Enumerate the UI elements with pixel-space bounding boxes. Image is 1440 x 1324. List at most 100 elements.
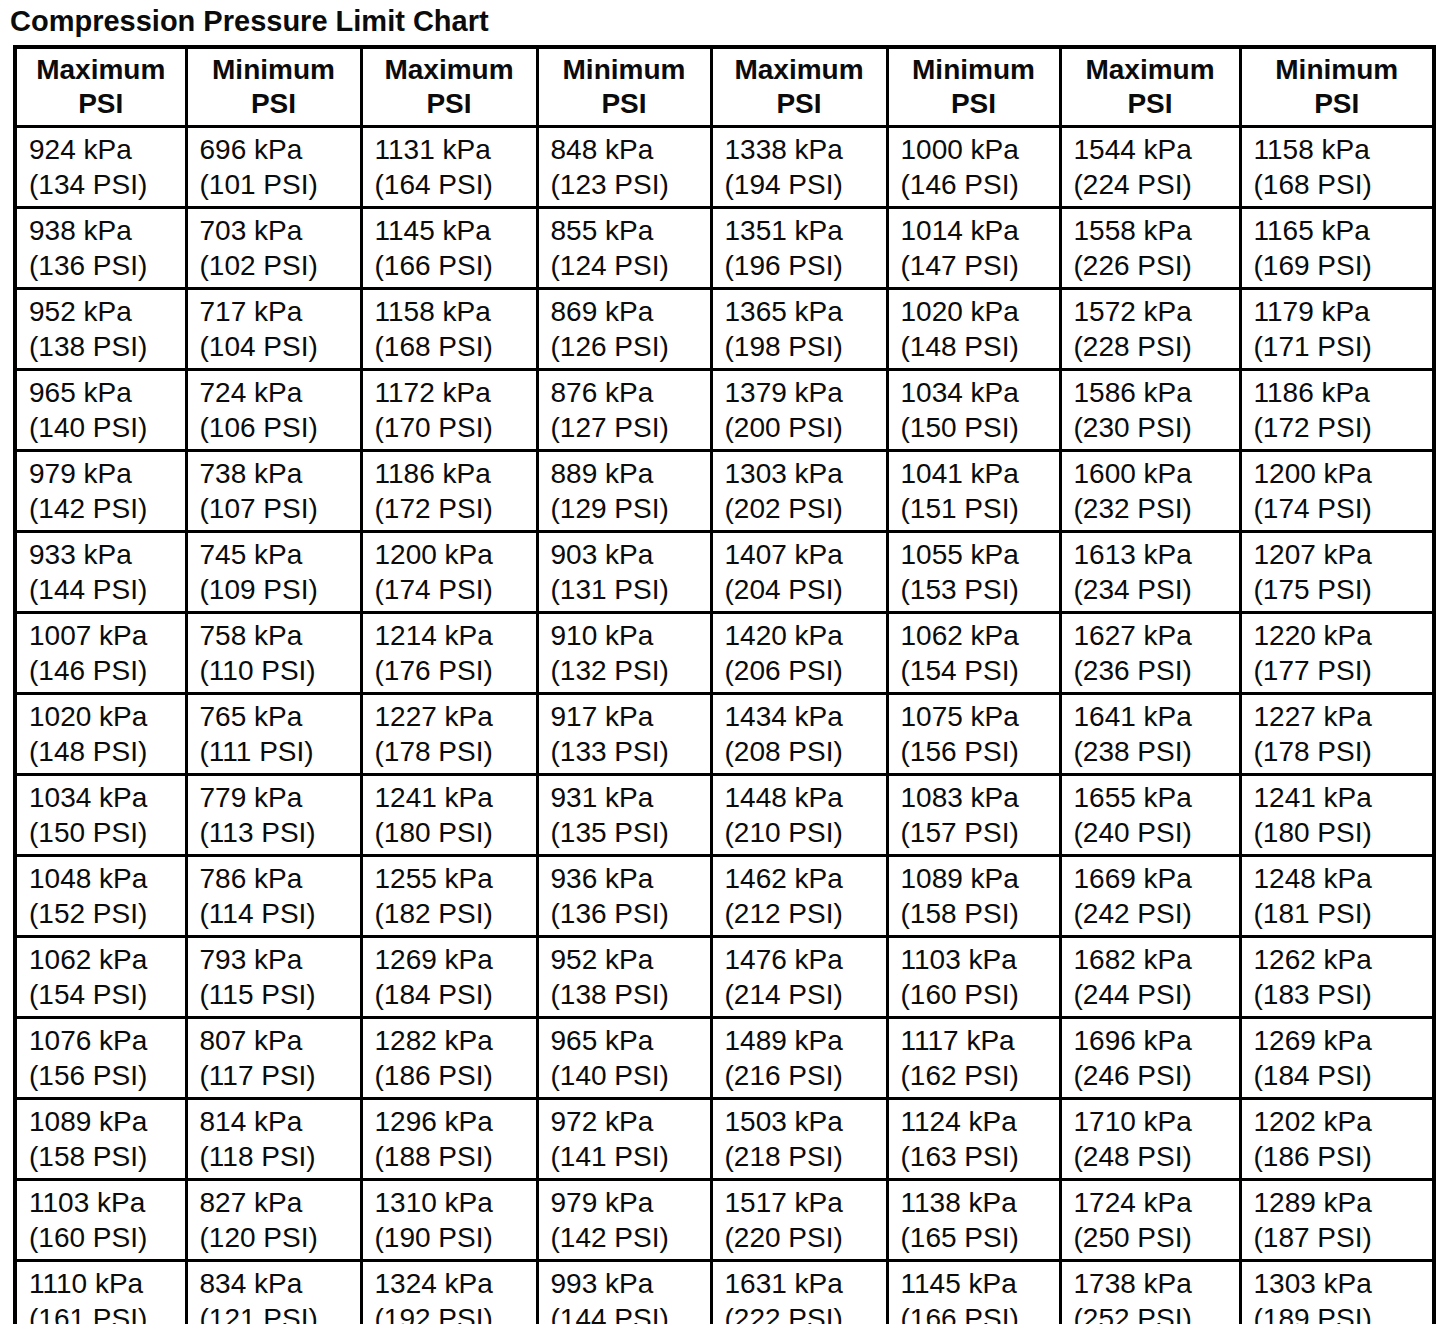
table-cell: 1020 kPa (148 PSI) <box>15 694 186 775</box>
table-cell: 1503 kPa (218 PSI) <box>711 1099 887 1180</box>
table-cell: 1269 kPa (184 PSI) <box>1240 1018 1434 1099</box>
table-cell: 1220 kPa (177 PSI) <box>1240 613 1434 694</box>
table-cell: 1131 kPa (164 PSI) <box>361 127 537 208</box>
table-cell: 1282 kPa (186 PSI) <box>361 1018 537 1099</box>
column-header-max-psi: Maximum PSI <box>361 47 537 127</box>
table-cell: 1710 kPa (248 PSI) <box>1060 1099 1240 1180</box>
table-row: 1110 kPa (161 PSI)834 kPa (121 PSI)1324 … <box>15 1261 1434 1324</box>
table-cell: 910 kPa (132 PSI) <box>537 613 711 694</box>
table-cell: 1076 kPa (156 PSI) <box>15 1018 186 1099</box>
table-cell: 1089 kPa (158 PSI) <box>887 856 1060 937</box>
table-cell: 924 kPa (134 PSI) <box>15 127 186 208</box>
table-cell: 1572 kPa (228 PSI) <box>1060 289 1240 370</box>
table-cell: 1000 kPa (146 PSI) <box>887 127 1060 208</box>
table-cell: 1186 kPa (172 PSI) <box>1240 370 1434 451</box>
column-header-min-psi: Minimum PSI <box>1240 47 1434 127</box>
table-cell: 1262 kPa (183 PSI) <box>1240 937 1434 1018</box>
table-cell: 1014 kPa (147 PSI) <box>887 208 1060 289</box>
table-cell: 1407 kPa (204 PSI) <box>711 532 887 613</box>
table-cell: 827 kPa (120 PSI) <box>186 1180 361 1261</box>
table-row: 1062 kPa (154 PSI)793 kPa (115 PSI)1269 … <box>15 937 1434 1018</box>
table-cell: 1517 kPa (220 PSI) <box>711 1180 887 1261</box>
table-cell: 1241 kPa (180 PSI) <box>361 775 537 856</box>
table-cell: 1207 kPa (175 PSI) <box>1240 532 1434 613</box>
table-cell: 1303 kPa (202 PSI) <box>711 451 887 532</box>
table-cell: 738 kPa (107 PSI) <box>186 451 361 532</box>
table-cell: 952 kPa (138 PSI) <box>537 937 711 1018</box>
table-cell: 1669 kPa (242 PSI) <box>1060 856 1240 937</box>
table-cell: 917 kPa (133 PSI) <box>537 694 711 775</box>
table-cell: 834 kPa (121 PSI) <box>186 1261 361 1324</box>
table-row: 938 kPa (136 PSI)703 kPa (102 PSI)1145 k… <box>15 208 1434 289</box>
table-cell: 1462 kPa (212 PSI) <box>711 856 887 937</box>
table-cell: 1269 kPa (184 PSI) <box>361 937 537 1018</box>
table-row: 965 kPa (140 PSI)724 kPa (106 PSI)1172 k… <box>15 370 1434 451</box>
table-cell: 1558 kPa (226 PSI) <box>1060 208 1240 289</box>
table-cell: 869 kPa (126 PSI) <box>537 289 711 370</box>
table-cell: 1202 kPa (186 PSI) <box>1240 1099 1434 1180</box>
table-cell: 1062 kPa (154 PSI) <box>887 613 1060 694</box>
table-cell: 1200 kPa (174 PSI) <box>1240 451 1434 532</box>
table-cell: 1420 kPa (206 PSI) <box>711 613 887 694</box>
table-cell: 1724 kPa (250 PSI) <box>1060 1180 1240 1261</box>
table-row: 1089 kPa (158 PSI)814 kPa (118 PSI)1296 … <box>15 1099 1434 1180</box>
table-cell: 993 kPa (144 PSI) <box>537 1261 711 1324</box>
table-cell: 1034 kPa (150 PSI) <box>887 370 1060 451</box>
table-cell: 1351 kPa (196 PSI) <box>711 208 887 289</box>
table-cell: 876 kPa (127 PSI) <box>537 370 711 451</box>
table-cell: 1227 kPa (178 PSI) <box>361 694 537 775</box>
table-cell: 1255 kPa (182 PSI) <box>361 856 537 937</box>
table-cell: 1627 kPa (236 PSI) <box>1060 613 1240 694</box>
table-cell: 1124 kPa (163 PSI) <box>887 1099 1060 1180</box>
table-cell: 1214 kPa (176 PSI) <box>361 613 537 694</box>
table-cell: 703 kPa (102 PSI) <box>186 208 361 289</box>
table-cell: 1158 kPa (168 PSI) <box>361 289 537 370</box>
table-row: 933 kPa (144 PSI)745 kPa (109 PSI)1200 k… <box>15 532 1434 613</box>
table-cell: 1048 kPa (152 PSI) <box>15 856 186 937</box>
table-cell: 786 kPa (114 PSI) <box>186 856 361 937</box>
table-cell: 1227 kPa (178 PSI) <box>1240 694 1434 775</box>
table-cell: 1007 kPa (146 PSI) <box>15 613 186 694</box>
table-cell: 814 kPa (118 PSI) <box>186 1099 361 1180</box>
table-cell: 1179 kPa (171 PSI) <box>1240 289 1434 370</box>
column-header-max-psi: Maximum PSI <box>711 47 887 127</box>
table-cell: 936 kPa (136 PSI) <box>537 856 711 937</box>
table-row: 1034 kPa (150 PSI)779 kPa (113 PSI)1241 … <box>15 775 1434 856</box>
table-cell: 848 kPa (123 PSI) <box>537 127 711 208</box>
table-cell: 1641 kPa (238 PSI) <box>1060 694 1240 775</box>
table-cell: 1379 kPa (200 PSI) <box>711 370 887 451</box>
table-cell: 1248 kPa (181 PSI) <box>1240 856 1434 937</box>
document-page: Compression Pressure Limit Chart Maximum… <box>0 0 1440 1324</box>
table-cell: 1613 kPa (234 PSI) <box>1060 532 1240 613</box>
table-cell: 1631 kPa (222 PSI) <box>711 1261 887 1324</box>
column-header-max-psi: Maximum PSI <box>15 47 186 127</box>
table-row: 1103 kPa (160 PSI)827 kPa (120 PSI)1310 … <box>15 1180 1434 1261</box>
table-row: 952 kPa (138 PSI)717 kPa (104 PSI)1158 k… <box>15 289 1434 370</box>
table-cell: 1103 kPa (160 PSI) <box>15 1180 186 1261</box>
table-cell: 1186 kPa (172 PSI) <box>361 451 537 532</box>
table-cell: 758 kPa (110 PSI) <box>186 613 361 694</box>
table-cell: 1165 kPa (169 PSI) <box>1240 208 1434 289</box>
table-cell: 1062 kPa (154 PSI) <box>15 937 186 1018</box>
table-cell: 793 kPa (115 PSI) <box>186 937 361 1018</box>
table-cell: 952 kPa (138 PSI) <box>15 289 186 370</box>
table-cell: 717 kPa (104 PSI) <box>186 289 361 370</box>
table-cell: 1365 kPa (198 PSI) <box>711 289 887 370</box>
table-body: 924 kPa (134 PSI)696 kPa (101 PSI)1131 k… <box>15 127 1434 1324</box>
table-row: 1007 kPa (146 PSI)758 kPa (110 PSI)1214 … <box>15 613 1434 694</box>
table-cell: 1296 kPa (188 PSI) <box>361 1099 537 1180</box>
table-cell: 1158 kPa (168 PSI) <box>1240 127 1434 208</box>
column-header-min-psi: Minimum PSI <box>186 47 361 127</box>
table-cell: 933 kPa (144 PSI) <box>15 532 186 613</box>
table-cell: 1103 kPa (160 PSI) <box>887 937 1060 1018</box>
table-cell: 1586 kPa (230 PSI) <box>1060 370 1240 451</box>
table-cell: 1034 kPa (150 PSI) <box>15 775 186 856</box>
table-cell: 1145 kPa (166 PSI) <box>361 208 537 289</box>
table-cell: 1020 kPa (148 PSI) <box>887 289 1060 370</box>
table-cell: 1696 kPa (246 PSI) <box>1060 1018 1240 1099</box>
table-cell: 965 kPa (140 PSI) <box>537 1018 711 1099</box>
table-cell: 1117 kPa (162 PSI) <box>887 1018 1060 1099</box>
table-cell: 1075 kPa (156 PSI) <box>887 694 1060 775</box>
column-header-min-psi: Minimum PSI <box>537 47 711 127</box>
table-cell: 1200 kPa (174 PSI) <box>361 532 537 613</box>
